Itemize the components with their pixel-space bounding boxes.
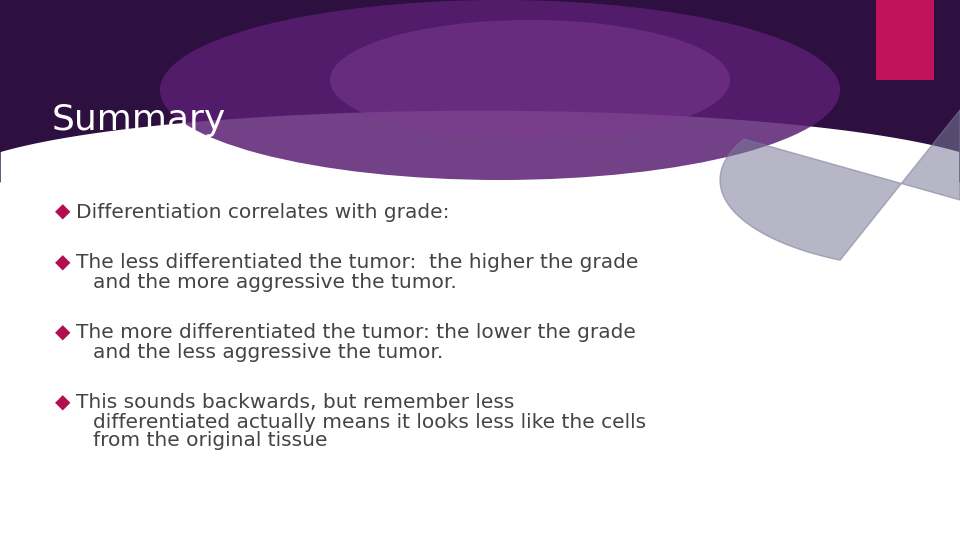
Text: This sounds backwards, but remember less: This sounds backwards, but remember less [76, 394, 515, 413]
FancyBboxPatch shape [876, 0, 934, 80]
Text: ◆: ◆ [55, 323, 70, 342]
Text: and the less aggressive the tumor.: and the less aggressive the tumor. [93, 342, 444, 361]
Text: ◆: ◆ [55, 253, 70, 273]
Text: The more differentiated the tumor: the lower the grade: The more differentiated the tumor: the l… [76, 323, 636, 342]
Text: from the original tissue: from the original tissue [93, 431, 327, 450]
Ellipse shape [160, 0, 840, 180]
Text: ◆: ◆ [55, 202, 70, 221]
Polygon shape [0, 0, 960, 182]
Text: and the more aggressive the tumor.: and the more aggressive the tumor. [93, 273, 457, 292]
Text: ◆: ◆ [55, 394, 70, 413]
Text: Differentiation correlates with grade:: Differentiation correlates with grade: [76, 202, 449, 221]
Text: Summary: Summary [52, 103, 227, 137]
Ellipse shape [330, 20, 730, 140]
Text: The less differentiated the tumor:  the higher the grade: The less differentiated the tumor: the h… [76, 253, 638, 273]
Text: differentiated actually means it looks less like the cells: differentiated actually means it looks l… [93, 413, 646, 431]
Polygon shape [720, 110, 960, 260]
